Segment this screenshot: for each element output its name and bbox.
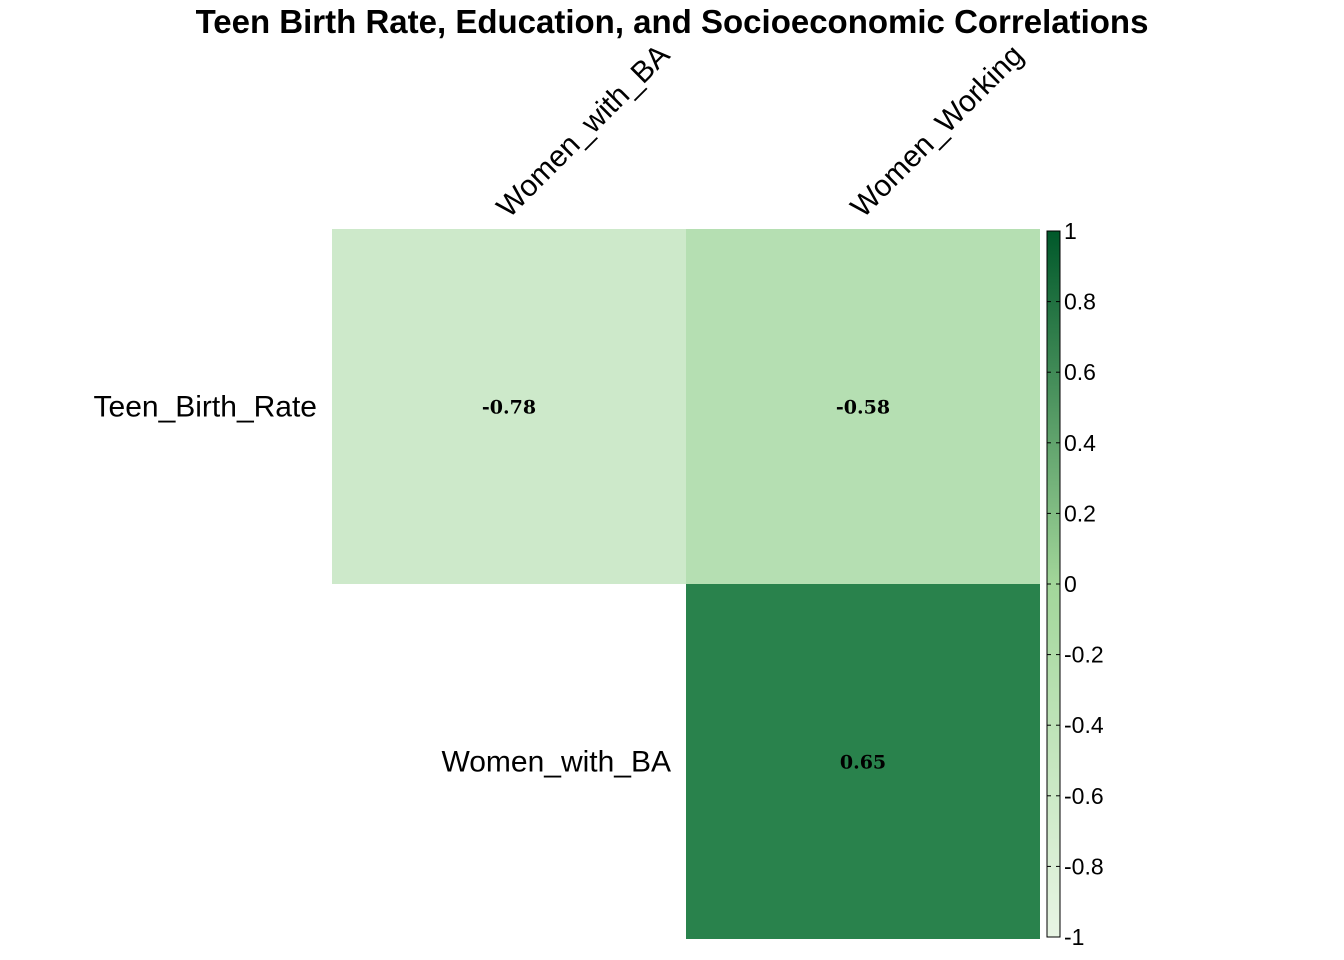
colorbar-tick-label: -1: [1064, 924, 1084, 950]
cell-labels-layer: -0.78 -0.58 0.65: [482, 397, 890, 774]
colorbar-tick-label: -0.8: [1064, 853, 1104, 879]
row-label: Teen_Birth_Rate: [94, 391, 317, 424]
colorbar-tick-label: 1: [1064, 218, 1077, 244]
heatmap-cell-teen_birth_rate-women_working: [686, 229, 1040, 584]
cell-value-label: -0.78: [482, 397, 536, 419]
colorbar-tick-label: -0.6: [1064, 783, 1104, 809]
row-label: Women_with_BA: [441, 746, 671, 779]
colorbar-tick-label: -0.2: [1064, 642, 1104, 668]
heatmap-cell-women_with_ba-women_working: [686, 584, 1040, 939]
column-labels: Women_with_BA Women_Working: [491, 38, 1030, 224]
colorbar: 1 0.8 0.6 0.4 0.2 0 -0.2 -0.4 -0.6 -0.8 -1: [1046, 218, 1104, 950]
colorbar-tick-label: 0.4: [1064, 430, 1096, 456]
column-label: Women_Working: [845, 39, 1030, 224]
chart-title: Teen Birth Rate, Education, and Socioeco…: [196, 3, 1149, 40]
cell-value-label: -0.58: [836, 397, 890, 419]
cell-value-label: 0.65: [840, 752, 886, 774]
colorbar-tick-label: 0.8: [1064, 289, 1096, 315]
colorbar-tick-label: 0.6: [1064, 359, 1096, 385]
colorbar-tick-label: 0: [1064, 571, 1077, 597]
heatmap-cell-teen_birth_rate-women_with_ba: [332, 229, 686, 584]
colorbar-tick-label: -0.4: [1064, 712, 1104, 738]
column-label: Women_with_BA: [491, 38, 677, 224]
colorbar-tick-label: 0.2: [1064, 500, 1096, 526]
row-labels: Teen_Birth_Rate Women_with_BA: [94, 391, 671, 779]
cells-layer: [332, 229, 1040, 939]
